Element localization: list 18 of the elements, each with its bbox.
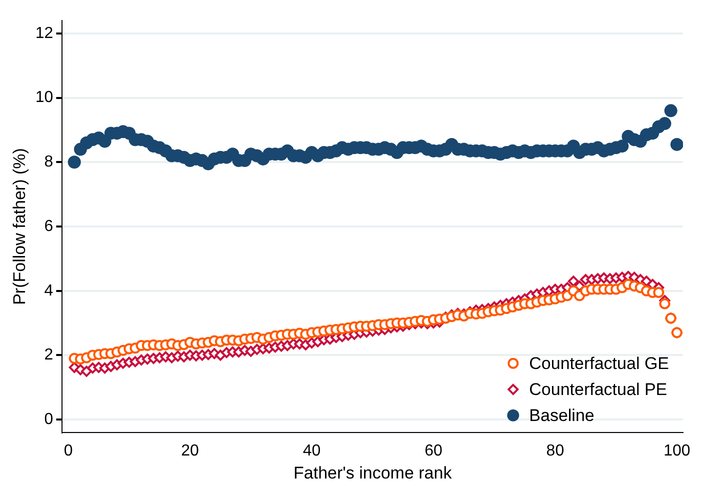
y-tick-label: 2 bbox=[44, 346, 54, 364]
x-tick-label: 0 bbox=[64, 442, 73, 460]
legend-label: Baseline bbox=[529, 406, 594, 426]
x-tick-label: 80 bbox=[546, 442, 564, 460]
x-tick-label: 60 bbox=[424, 442, 442, 460]
y-tick-label: 8 bbox=[44, 154, 54, 171]
y-tick-label: 0 bbox=[44, 410, 54, 428]
x-tick-label: 40 bbox=[302, 442, 321, 460]
y-tick-label: 10 bbox=[35, 89, 54, 106]
x-tick-label: 100 bbox=[664, 442, 690, 460]
y-tick-label: 12 bbox=[35, 24, 54, 42]
y-tick-label: 6 bbox=[44, 218, 54, 235]
y-axis-title: Pr(Follow father) (%) bbox=[10, 148, 29, 305]
x-axis-title: Father's income rank bbox=[293, 463, 452, 482]
legend-label: Counterfactual GE bbox=[529, 354, 670, 374]
y-tick-label: 4 bbox=[44, 282, 54, 300]
x-tick-label: 20 bbox=[181, 442, 200, 460]
legend-label: Counterfactual PE bbox=[529, 380, 668, 400]
